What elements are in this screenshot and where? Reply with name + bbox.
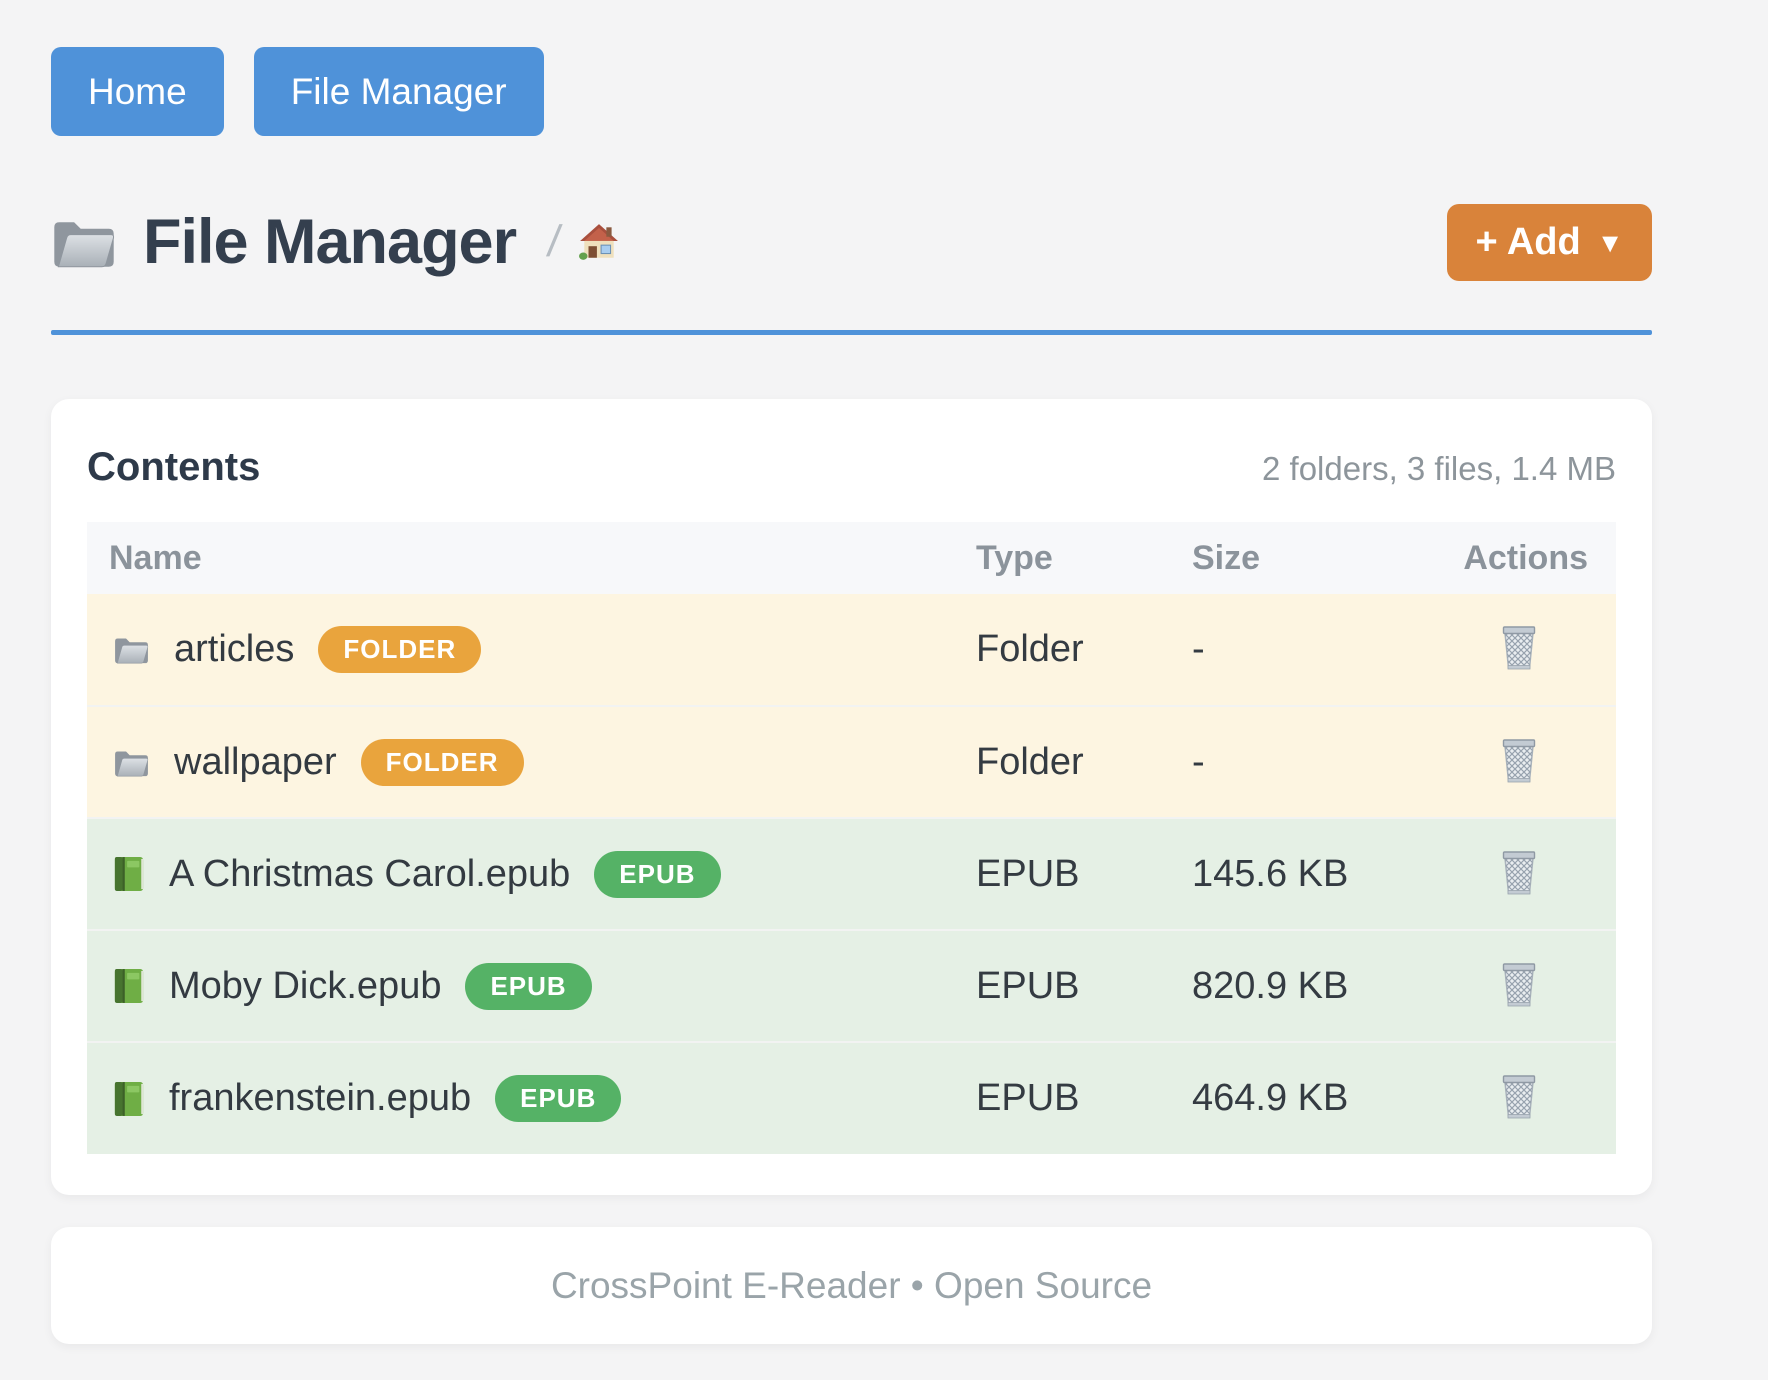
breadcrumb-separator: /	[544, 217, 564, 266]
open-folder-icon	[51, 213, 117, 271]
type-cell: EPUB	[976, 1077, 1080, 1119]
green-book-icon	[113, 855, 145, 893]
type-cell: Folder	[976, 628, 1084, 670]
contents-summary: 2 folders, 3 files, 1.4 MB	[1262, 450, 1616, 487]
file-name: wallpaper	[174, 740, 337, 783]
trash-icon	[1500, 960, 1538, 1008]
trash-icon	[1500, 623, 1538, 671]
delete-button[interactable]	[1500, 960, 1538, 1008]
column-header-name: Name	[109, 538, 202, 577]
column-header-actions: Actions	[1463, 538, 1588, 577]
contents-card: Contents 2 folders, 3 files, 1.4 MB Name…	[51, 399, 1652, 1195]
trash-icon	[1500, 848, 1538, 896]
type-badge: EPUB	[594, 850, 721, 898]
header-divider	[51, 330, 1652, 335]
size-cell: -	[1192, 740, 1205, 783]
column-header-size: Size	[1192, 538, 1261, 577]
type-badge: EPUB	[465, 962, 592, 1010]
size-cell: 820.9 KB	[1192, 964, 1349, 1007]
file-name: frankenstein.epub	[169, 1077, 472, 1119]
table-row[interactable]: Moby Dick.epub EPUB EPUB 820.9 KB	[87, 930, 1616, 1042]
type-badge: FOLDER	[360, 738, 524, 786]
folder-icon	[113, 747, 150, 778]
folder-icon	[113, 634, 150, 665]
page: Home File Manager File Manager /	[51, 0, 1652, 1344]
page-header: File Manager / + Add ▼	[51, 192, 1652, 292]
file-manager-button[interactable]: File Manager	[253, 47, 544, 136]
delete-button[interactable]	[1500, 848, 1538, 896]
delete-button[interactable]	[1500, 736, 1538, 784]
footer-text: CrossPoint E-Reader • Open Source	[550, 1264, 1153, 1306]
type-cell: EPUB	[976, 852, 1080, 895]
page-title: File Manager	[143, 207, 517, 277]
add-button-label: + Add	[1475, 220, 1581, 263]
footer-card: CrossPoint E-Reader • Open Source	[51, 1227, 1652, 1344]
column-header-type: Type	[976, 538, 1053, 577]
house-icon[interactable]	[578, 221, 620, 263]
size-cell: 145.6 KB	[1192, 852, 1349, 895]
file-name: A Christmas Carol.epub	[169, 852, 571, 895]
type-badge: FOLDER	[318, 626, 482, 673]
add-button[interactable]: + Add ▼	[1447, 203, 1652, 281]
contents-heading: Contents	[87, 445, 261, 489]
breadcrumb: /	[544, 217, 620, 267]
table-row[interactable]: articles FOLDER Folder -	[87, 594, 1616, 706]
top-nav: Home File Manager	[51, 0, 1652, 136]
trash-icon	[1500, 736, 1538, 784]
type-badge: EPUB	[495, 1075, 622, 1122]
green-book-icon	[113, 1080, 145, 1118]
file-table: Name Type Size Actions articles FOLDER	[87, 522, 1616, 1154]
green-book-icon	[113, 967, 145, 1005]
delete-button[interactable]	[1500, 623, 1538, 671]
home-button[interactable]: Home	[51, 47, 224, 136]
table-row[interactable]: wallpaper FOLDER Folder -	[87, 706, 1616, 818]
table-row[interactable]: frankenstein.epub EPUB EPUB 464.9 KB	[87, 1042, 1616, 1154]
delete-button[interactable]	[1500, 1072, 1538, 1120]
table-row[interactable]: A Christmas Carol.epub EPUB EPUB 145.6 K…	[87, 818, 1616, 930]
trash-icon	[1500, 1072, 1538, 1120]
file-name: Moby Dick.epub	[169, 964, 442, 1007]
size-cell: 464.9 KB	[1192, 1077, 1349, 1119]
chevron-down-icon: ▼	[1596, 227, 1624, 258]
file-name: articles	[174, 628, 295, 670]
table-header-row: Name Type Size Actions	[87, 522, 1616, 594]
type-cell: Folder	[976, 740, 1084, 783]
size-cell: -	[1192, 628, 1205, 670]
type-cell: EPUB	[976, 964, 1080, 1007]
